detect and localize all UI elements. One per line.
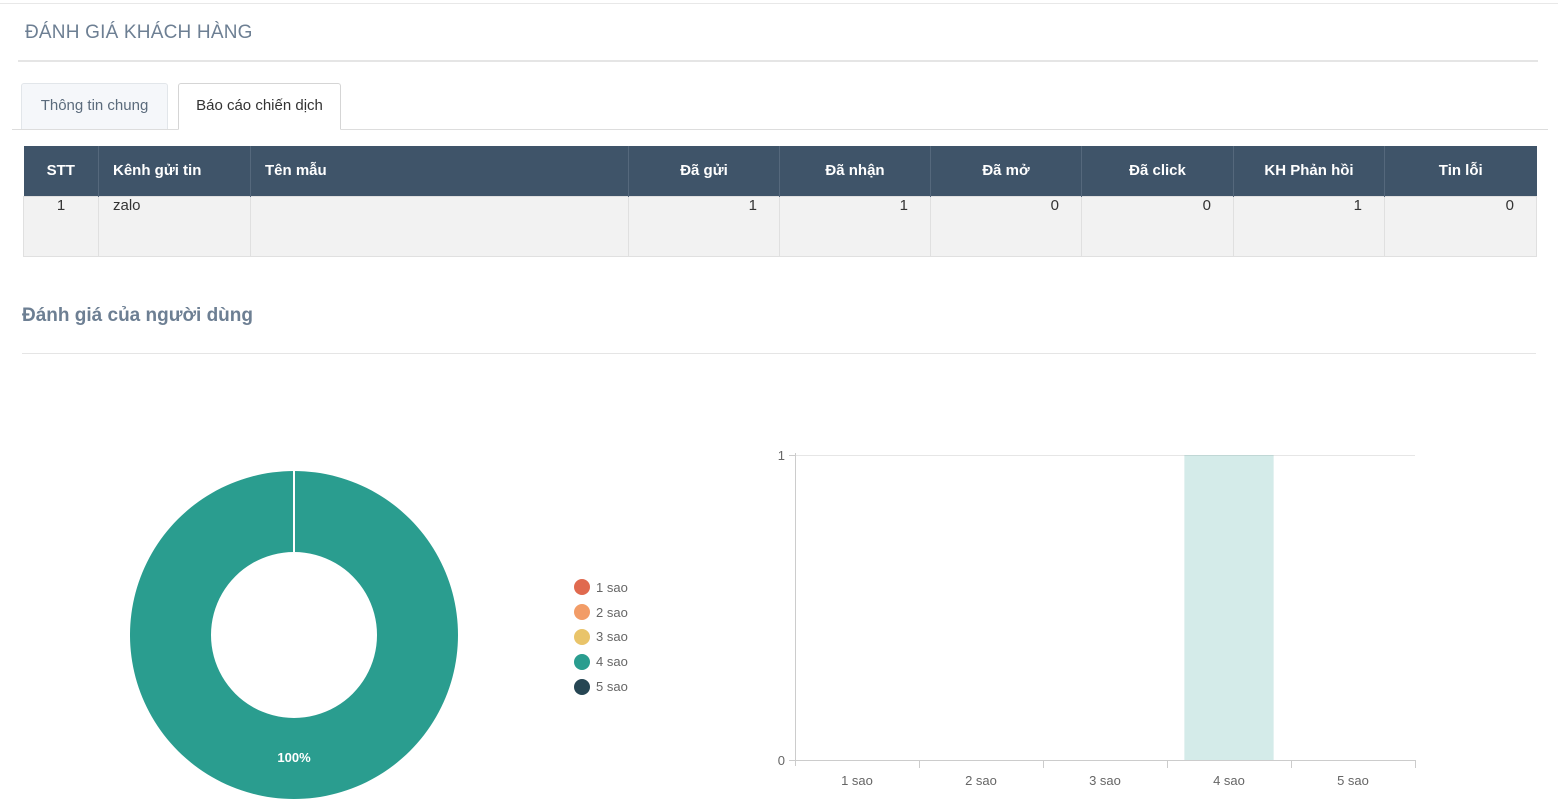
rating-donut-chart: 100% xyxy=(130,471,458,799)
legend-label: 5 sao xyxy=(596,679,628,695)
section-title-user-rating: Đánh giá của người dùng xyxy=(22,305,253,326)
col-header-template[interactable]: Tên mẫu xyxy=(250,146,629,196)
table-header-row: STT Kênh gửi tin Tên mẫu Đã gửi Đã nhận … xyxy=(23,146,1537,196)
legend-label: 1 sao xyxy=(596,579,628,595)
page-title: ĐÁNH GIÁ KHÁCH HÀNG xyxy=(25,22,253,43)
col-header-replied[interactable]: KH Phản hồi xyxy=(1233,146,1385,196)
donut-data-label: 100% xyxy=(277,750,311,765)
cell-opened: 0 xyxy=(930,195,1082,257)
y-tick-label: 1 xyxy=(778,448,785,463)
legend-item-5-sao[interactable]: 5 sao xyxy=(574,674,628,699)
campaign-report-table: STT Kênh gửi tin Tên mẫu Đã gửi Đã nhận … xyxy=(23,146,1537,257)
legend-dot-icon xyxy=(574,653,590,670)
legend-item-2-sao[interactable]: 2 sao xyxy=(574,600,628,625)
tabs-baseline xyxy=(12,129,1548,130)
col-header-sent[interactable]: Đã gửi xyxy=(628,146,780,196)
legend-dot-icon xyxy=(574,628,590,645)
cell-stt: 1 xyxy=(23,195,99,257)
table-row: 1 zalo 1 1 0 0 1 0 xyxy=(23,195,1537,257)
legend-label: 2 sao xyxy=(596,604,628,620)
x-tick-label: 1 sao xyxy=(841,773,873,788)
col-header-opened[interactable]: Đã mở xyxy=(930,146,1082,196)
legend-dot-icon xyxy=(574,678,590,695)
cell-channel: zalo xyxy=(98,195,251,257)
x-tick-label: 5 sao xyxy=(1337,773,1369,788)
legend-label: 4 sao xyxy=(596,654,628,670)
cell-sent: 1 xyxy=(628,195,780,257)
cell-replied: 1 xyxy=(1233,195,1385,257)
donut-slice-4[interactable] xyxy=(130,471,458,799)
legend-label: 3 sao xyxy=(596,629,628,645)
col-header-stt[interactable]: STT xyxy=(23,146,99,196)
legend-item-4-sao[interactable]: 4 sao xyxy=(574,649,628,674)
legend-dot-icon xyxy=(574,579,590,596)
cell-clicked: 0 xyxy=(1081,195,1234,257)
col-header-received[interactable]: Đã nhận xyxy=(779,146,931,196)
legend-item-1-sao[interactable]: 1 sao xyxy=(574,575,628,600)
x-tick-label: 4 sao xyxy=(1213,773,1245,788)
top-border xyxy=(0,3,1558,4)
rating-bar-chart: 0 1 1 sao 2 sao 3 sao 4 sao 5 sao xyxy=(778,448,1416,788)
cell-errors: 0 xyxy=(1384,195,1537,257)
section-divider xyxy=(22,353,1536,354)
tab-general-info[interactable]: Thông tin chung xyxy=(21,83,168,129)
title-divider xyxy=(18,60,1538,62)
cell-received: 1 xyxy=(779,195,931,257)
cell-template xyxy=(250,195,629,257)
col-header-clicked[interactable]: Đã click xyxy=(1081,146,1234,196)
x-tick-label: 3 sao xyxy=(1089,773,1121,788)
bar-4-sao[interactable] xyxy=(1184,455,1274,760)
col-header-channel[interactable]: Kênh gửi tin xyxy=(98,146,251,196)
col-header-errors[interactable]: Tin lỗi xyxy=(1384,146,1537,196)
rating-legend: 1 sao 2 sao 3 sao 4 sao 5 sao xyxy=(574,575,628,699)
y-tick-label: 0 xyxy=(778,753,785,768)
x-tick-label: 2 sao xyxy=(965,773,997,788)
tab-campaign-report[interactable]: Báo cáo chiến dịch xyxy=(178,83,341,130)
legend-item-3-sao[interactable]: 3 sao xyxy=(574,625,628,650)
legend-dot-icon xyxy=(574,604,590,621)
